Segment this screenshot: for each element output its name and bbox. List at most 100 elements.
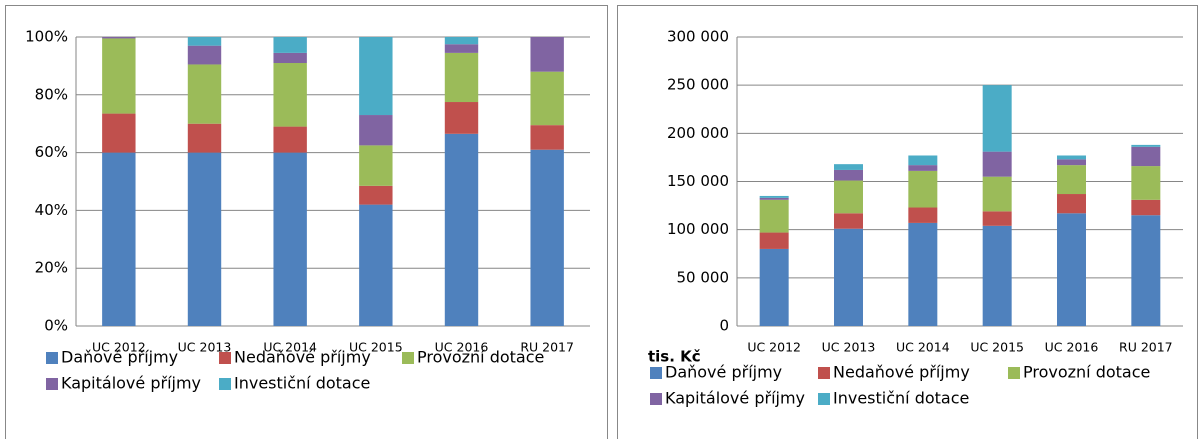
bar-segment <box>908 207 938 223</box>
y-tick-label: 40% <box>35 201 68 219</box>
bar-segment <box>1131 146 1161 167</box>
bar-segment <box>102 37 136 39</box>
y-tick-label: 100 000 <box>667 220 729 238</box>
y-tick-label: 20% <box>35 259 68 277</box>
legend-swatch <box>219 378 231 390</box>
bar-segment <box>834 169 863 181</box>
bar-segment <box>834 180 863 214</box>
bar-segment <box>187 37 222 46</box>
bar-segment <box>530 125 564 150</box>
x-tick-label: UC 2013 <box>822 340 876 355</box>
legend-swatch <box>650 367 662 379</box>
legend-label: Investiční dotace <box>234 374 370 393</box>
bar-segment <box>1131 166 1161 200</box>
bar-segment <box>759 248 789 326</box>
y-tick-label: 80% <box>35 85 68 103</box>
bar-segment <box>834 164 863 170</box>
bar-segment <box>273 152 307 326</box>
bar-segment <box>530 37 564 72</box>
x-tick-label: UC 2012 <box>92 340 146 355</box>
x-tick-label: UC 2016 <box>435 340 489 355</box>
bar-segment <box>187 64 222 124</box>
y-tick-label: 200 000 <box>667 124 729 142</box>
bar-segment <box>444 52 479 103</box>
bar-segment <box>982 151 1012 177</box>
y-tick-label: 150 000 <box>667 172 729 190</box>
bar-segment <box>359 115 393 146</box>
bar-segment <box>273 37 307 53</box>
y-tick-label: 0% <box>44 317 68 335</box>
bar-segment <box>444 37 479 45</box>
legend-label: Provozní dotace <box>1023 363 1150 382</box>
bar-segment <box>187 152 222 326</box>
bar-segment <box>102 152 136 326</box>
bar-segment <box>908 155 938 166</box>
legend-swatch <box>818 393 830 405</box>
bar-segment <box>759 195 789 198</box>
bar-segment <box>273 126 307 153</box>
legend-swatch <box>46 378 58 390</box>
bar-segment <box>102 38 136 114</box>
x-tick-label: UC 2013 <box>178 340 232 355</box>
bar-segment <box>908 222 938 326</box>
x-tick-label: UC 2012 <box>747 340 801 355</box>
bar-segment <box>759 232 789 249</box>
bar-segment <box>1131 199 1161 216</box>
x-tick-label: RU 2017 <box>520 340 574 355</box>
bar-segment <box>982 211 1012 226</box>
bar-segment <box>759 197 789 200</box>
bar-segment <box>359 37 393 116</box>
bar-segment <box>982 225 1012 326</box>
bar-segment <box>359 185 393 205</box>
bar-segment <box>273 63 307 127</box>
legend-label: Daňové příjmy <box>61 348 178 367</box>
bar-segment <box>102 113 136 153</box>
bar-segment <box>1057 159 1086 166</box>
bar-segment <box>273 52 307 64</box>
bar-segment <box>759 199 789 233</box>
legend-label: Kapitálové příjmy <box>665 389 805 408</box>
bar-segment <box>908 170 938 208</box>
bar-segment <box>1131 144 1161 147</box>
bar-segment <box>530 71 564 126</box>
bar-segment <box>982 176 1012 212</box>
y-tick-label: 50 000 <box>677 268 730 286</box>
y-tick-label: 250 000 <box>667 76 729 94</box>
legend-label: Kapitálové příjmy <box>61 374 201 393</box>
bar-segment <box>982 85 1012 152</box>
y-tick-label: 300 000 <box>667 28 729 46</box>
bar-segment <box>1131 215 1161 326</box>
bar-segment <box>834 228 863 326</box>
legend-swatch <box>219 352 231 364</box>
legend-swatch <box>650 393 662 405</box>
y-tick-label: 100% <box>25 28 68 46</box>
bar-segment <box>187 45 222 65</box>
bar-segment <box>1057 213 1086 326</box>
legend-label: Nedaňové příjmy <box>833 363 970 382</box>
bar-segment <box>1057 194 1086 214</box>
panel-border <box>5 5 608 439</box>
bar-segment <box>359 145 393 186</box>
bar-segment <box>359 204 393 326</box>
legend-label: Investiční dotace <box>833 389 969 408</box>
x-tick-label: UC 2014 <box>263 340 317 355</box>
bar-segment <box>834 213 863 229</box>
bar-segment <box>1057 155 1086 160</box>
bar-segment <box>530 149 564 326</box>
x-tick-label: UC 2015 <box>349 340 403 355</box>
x-tick-label: UC 2015 <box>970 340 1024 355</box>
legend-label: Provozní dotace <box>417 348 544 367</box>
legend-swatch <box>402 352 414 364</box>
x-tick-label: UC 2014 <box>896 340 950 355</box>
legend-swatch <box>818 367 830 379</box>
x-tick-label: RU 2017 <box>1119 340 1173 355</box>
y-tick-label: 60% <box>35 143 68 161</box>
bar-segment <box>908 165 938 171</box>
bar-segment <box>444 133 479 326</box>
bar-segment <box>444 102 479 134</box>
legend-label: Daňové příjmy <box>665 363 782 382</box>
legend-label: Nedaňové příjmy <box>234 348 371 367</box>
bar-segment <box>187 123 222 153</box>
bar-segment <box>1057 165 1086 195</box>
